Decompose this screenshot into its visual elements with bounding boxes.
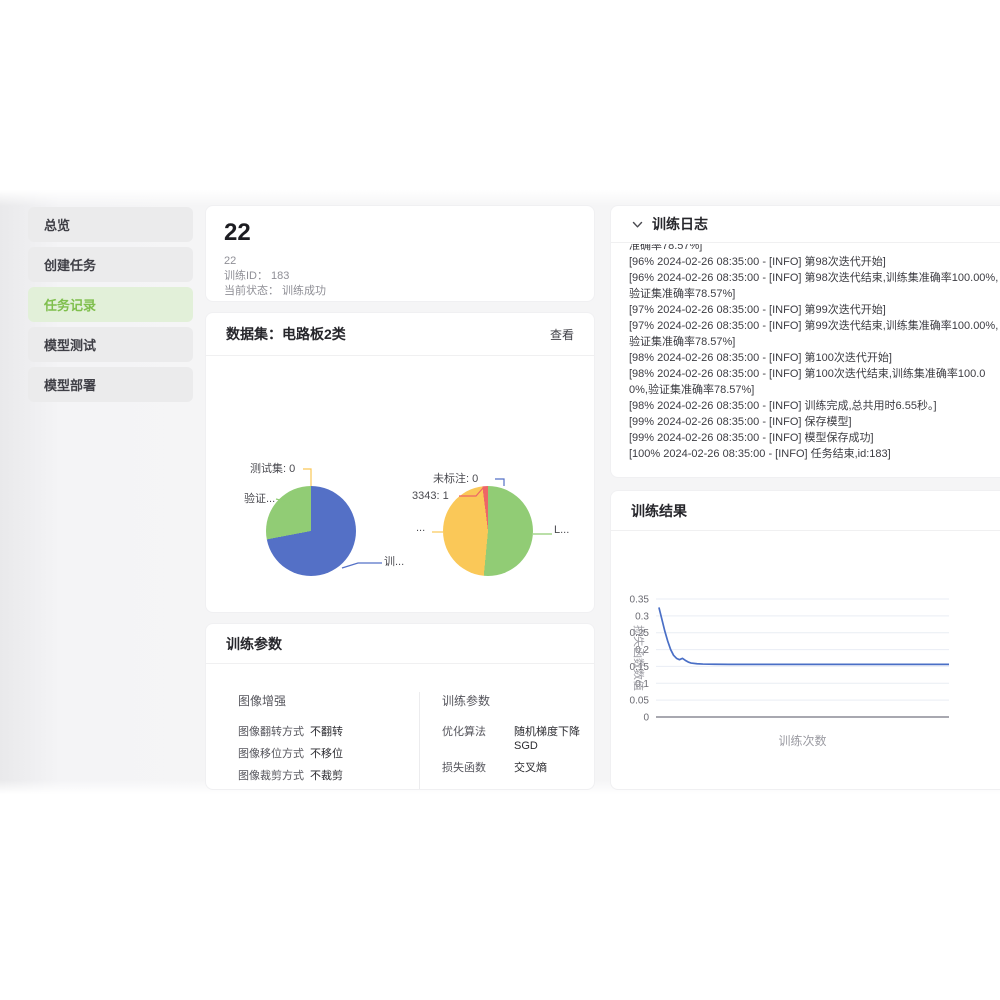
pie-slice-label: ...	[416, 522, 426, 534]
y-tick-label: 0.15	[630, 662, 650, 673]
pie-slice-label: 测试集: 0	[250, 463, 296, 475]
x-axis-label: 训练次数	[778, 733, 826, 748]
dataset-pie-charts: 训... 验证... 测试集: 0 L...... 3343: 1 未标注: 0	[206, 356, 596, 613]
pie-connector-lines	[275, 468, 552, 569]
param-label: 图像移位方式	[238, 748, 304, 760]
param-value: 不移位	[310, 748, 343, 760]
sidebar-item[interactable]: 总览	[28, 207, 193, 242]
log-line: [97% 2024-02-26 08:35:00 - [INFO] 第99次迭代…	[629, 320, 999, 348]
log-body[interactable]: 准确率78.57%] [96% 2024-02-26 08:35:00 - [IN…	[611, 244, 1000, 477]
training-result-card: 训练结果 0 0.05 0.1 0.15 0.2 0.25 0.3 0.35 损失函数数值训练次…	[610, 490, 1000, 790]
y-tick-label: 0.35	[630, 595, 650, 606]
annotation-split-pie	[443, 486, 533, 576]
dataset-split-pie	[266, 486, 356, 576]
log-line: [99% 2024-02-26 08:35:00 - [INFO] 保存模型]	[629, 416, 852, 428]
log-line: [98% 2024-02-26 08:35:00 - [INFO] 第100次迭…	[629, 368, 986, 396]
result-title: 训练结果	[631, 502, 687, 519]
y-tick-label: 0	[643, 713, 649, 724]
params-title: 训练参数	[226, 635, 282, 652]
chevron-down-icon[interactable]	[631, 218, 644, 231]
log-line: [99% 2024-02-26 08:35:00 - [INFO] 模型保存成功…	[629, 432, 874, 444]
dataset-card-header: 数据集：电路板2类 查看	[206, 313, 594, 356]
sidebar-item[interactable]: 模型测试	[28, 327, 193, 362]
pie-slice-label: 训...	[384, 556, 405, 568]
log-card-header: 训练日志	[611, 206, 1000, 243]
param-row: 图像翻转方式 不翻转	[238, 725, 419, 739]
y-tick-label: 0.3	[635, 611, 649, 622]
log-line: [96% 2024-02-26 08:35:00 - [INFO] 第98次迭代…	[629, 256, 886, 268]
dataset-title: 数据集：电路板2类	[226, 326, 346, 342]
param-label: 图像裁剪方式	[238, 770, 304, 782]
param-label: 图像翻转方式	[238, 726, 304, 738]
param-group-title: 训练参数	[442, 694, 491, 708]
log-line: [98% 2024-02-26 08:35:00 - [INFO] 第100次迭…	[629, 352, 892, 364]
log-line: 准确率78.57%]	[629, 244, 703, 252]
param-value: 不翻转	[310, 726, 343, 738]
log-line: [98% 2024-02-26 08:35:00 - [INFO] 训练完成,总…	[629, 400, 937, 412]
log-title: 训练日志	[652, 216, 708, 232]
task-title: 22	[224, 219, 251, 246]
param-row: 损失函数 交叉熵	[442, 761, 594, 775]
training-log-card: 训练日志 准确率78.57%] [96% 2024-02-26 08:35:00 …	[610, 205, 1000, 478]
param-value: 随机梯度下降 SGD	[514, 726, 580, 752]
param-group: 训练参数优化算法 随机梯度下降 SGD 损失函数 交叉熵	[419, 692, 594, 789]
train-status: 当前状态： 训练成功	[224, 285, 327, 297]
y-tick-label: 0.2	[635, 645, 649, 656]
pie-slice-label: 验证...	[244, 493, 276, 505]
params-body: 图像增强 图像翻转方式 不翻转 图像移位方式 不移位 图像裁剪方式 不裁剪 训练参数 优化算法随…	[206, 664, 594, 789]
y-tick-label: 0.05	[630, 696, 650, 707]
view-dataset-link[interactable]: 查看	[549, 327, 574, 342]
params-card-header: 训练参数	[206, 624, 594, 664]
result-card-header: 训练结果	[611, 491, 1000, 531]
loss-line	[658, 607, 949, 666]
param-label: 优化算法	[442, 726, 486, 738]
param-label: 损失函数	[442, 762, 486, 774]
pie-slice-label: 3343: 1	[412, 490, 449, 502]
sidebar-item[interactable]: 创建任务	[28, 247, 193, 282]
sidebar: 总览创建任务任务记录模型测试模型部署	[28, 207, 193, 407]
param-group-title: 图像增强	[238, 694, 287, 708]
sidebar-item[interactable]: 任务记录	[28, 287, 193, 322]
pie-slice-label: 未标注: 0	[433, 473, 479, 485]
y-tick-label: 0.1	[635, 679, 649, 690]
param-value: 不裁剪	[310, 770, 343, 782]
pie-slice-label: L...	[554, 524, 570, 536]
param-value: 交叉熵	[514, 762, 547, 774]
param-row: 图像移位方式 不移位	[238, 747, 419, 761]
task-name: 22	[224, 255, 237, 267]
log-line: [96% 2024-02-26 08:35:00 - [INFO] 第98次迭代…	[629, 272, 999, 300]
param-group: 图像增强 图像翻转方式 不翻转 图像移位方式 不移位 图像裁剪方式 不裁剪	[238, 692, 419, 789]
log-line: [97% 2024-02-26 08:35:00 - [INFO] 第99次迭代…	[629, 304, 886, 316]
log-line: [100% 2024-02-26 08:35:00 - [INFO] 任务结束,…	[629, 448, 891, 460]
param-row: 图像裁剪方式 不裁剪	[238, 769, 419, 783]
y-axis-label: 损失函数数值	[632, 625, 646, 691]
summary-card: 22 22 训练ID： 183 当前状态： 训练成功	[205, 205, 595, 302]
dataset-card: 数据集：电路板2类 查看 训... 验证... 测试集: 0 L...... 3343:…	[205, 312, 595, 613]
training-params-card: 训练参数 图像增强 图像翻转方式 不翻转 图像移位方式 不移位 图像裁剪方式 不裁剪 训练参数…	[205, 623, 595, 790]
param-row: 优化算法 随机梯度下降 SGD	[442, 725, 594, 753]
sidebar-item[interactable]: 模型部署	[28, 367, 193, 402]
y-tick-label: 0.25	[630, 628, 650, 639]
train-id: 训练ID： 183	[224, 270, 290, 282]
